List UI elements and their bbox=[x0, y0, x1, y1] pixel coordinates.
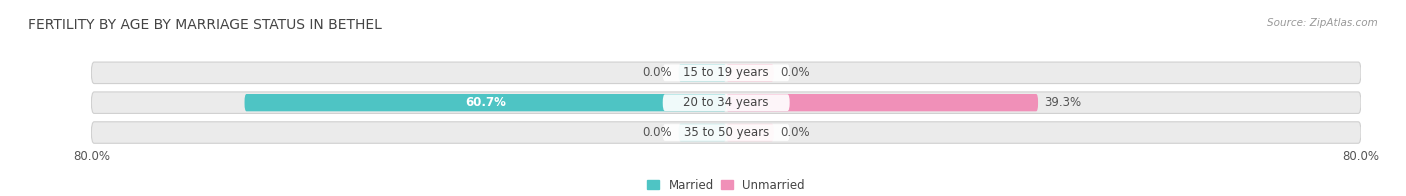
Text: 35 to 50 years: 35 to 50 years bbox=[683, 126, 769, 139]
FancyBboxPatch shape bbox=[679, 124, 725, 141]
FancyBboxPatch shape bbox=[245, 94, 725, 111]
FancyBboxPatch shape bbox=[662, 64, 790, 81]
Text: 0.0%: 0.0% bbox=[643, 66, 672, 79]
Text: 0.0%: 0.0% bbox=[780, 66, 810, 79]
FancyBboxPatch shape bbox=[91, 122, 1361, 143]
FancyBboxPatch shape bbox=[91, 62, 1361, 83]
Legend: Married, Unmarried: Married, Unmarried bbox=[648, 179, 804, 192]
Text: 0.0%: 0.0% bbox=[780, 126, 810, 139]
FancyBboxPatch shape bbox=[91, 92, 1361, 113]
FancyBboxPatch shape bbox=[662, 124, 790, 141]
Text: 20 to 34 years: 20 to 34 years bbox=[683, 96, 769, 109]
FancyBboxPatch shape bbox=[725, 64, 773, 82]
FancyBboxPatch shape bbox=[662, 94, 790, 111]
Text: FERTILITY BY AGE BY MARRIAGE STATUS IN BETHEL: FERTILITY BY AGE BY MARRIAGE STATUS IN B… bbox=[28, 18, 382, 32]
Text: 60.7%: 60.7% bbox=[465, 96, 506, 109]
FancyBboxPatch shape bbox=[679, 64, 725, 82]
Text: 15 to 19 years: 15 to 19 years bbox=[683, 66, 769, 79]
Text: 39.3%: 39.3% bbox=[1045, 96, 1081, 109]
Text: Source: ZipAtlas.com: Source: ZipAtlas.com bbox=[1267, 18, 1378, 28]
FancyBboxPatch shape bbox=[725, 124, 773, 141]
FancyBboxPatch shape bbox=[725, 94, 1038, 111]
Text: 0.0%: 0.0% bbox=[643, 126, 672, 139]
